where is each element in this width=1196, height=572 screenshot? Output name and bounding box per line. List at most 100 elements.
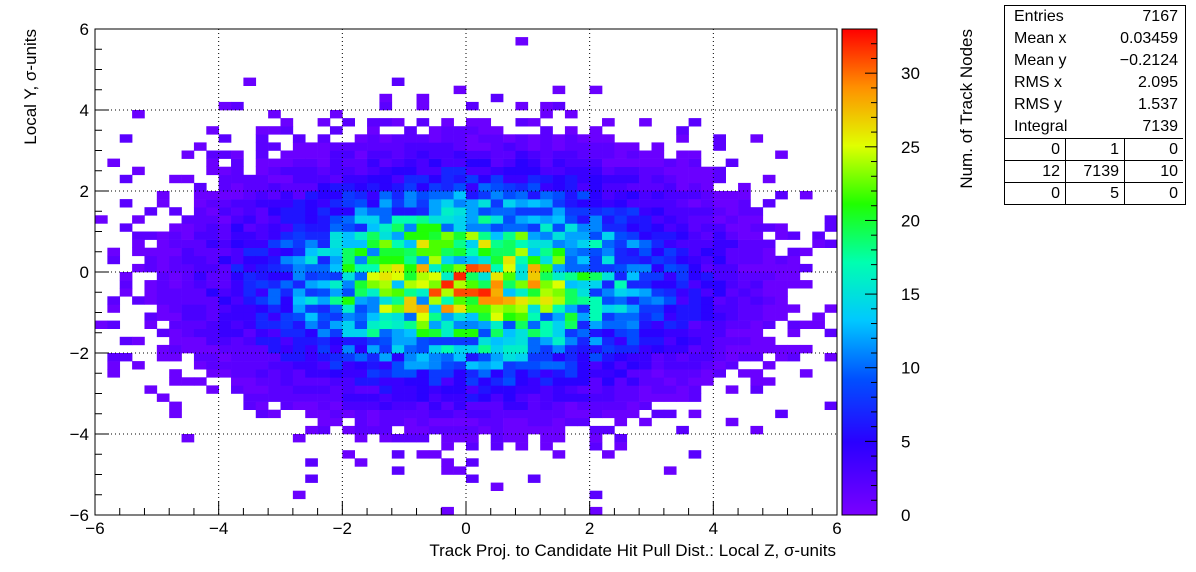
heatmap-cell [799,280,813,289]
heatmap-cell [824,401,838,410]
heatmap-cell [391,182,405,192]
heatmap-cell [540,142,553,151]
heatmap-cell [725,280,739,289]
heatmap-cell [515,377,529,386]
heatmap-cell [589,272,603,281]
heatmap-cell [292,255,306,265]
heatmap-cell [552,255,566,265]
heatmap-cell [750,328,764,338]
heatmap-cell [391,134,405,143]
heatmap-cell [243,296,257,305]
heatmap-cell [169,304,182,313]
heatmap-cell [527,280,541,289]
heatmap-cell [317,385,331,394]
heatmap-cell [602,320,615,329]
heatmap-cell [750,263,764,273]
heatmap-cell [663,328,677,338]
heatmap-cell [564,239,578,248]
heatmap-cell [651,174,665,184]
heatmap-cell [639,118,652,127]
heatmap-cell [441,434,454,443]
heatmap-cell [626,255,640,265]
heatmap-cell [713,174,726,184]
heatmap-cell [527,223,541,232]
heatmap-cell [676,126,689,135]
heatmap-cell [515,280,529,289]
heatmap-cell [292,247,306,257]
heatmap-cell [552,377,566,386]
heatmap-cell [305,458,318,467]
heatmap-cell [602,182,615,192]
heatmap-cell [292,344,306,354]
heatmap-cell [738,247,751,257]
heatmap-cell [540,191,553,200]
heatmap-cell [787,255,801,265]
heatmap-cell [367,215,380,224]
heatmap-cell [515,239,529,248]
heatmap-cell [206,191,219,200]
heatmap-cell [132,247,145,257]
heatmap-cell [564,255,578,265]
heatmap-cell [589,336,603,346]
heatmap-cell [144,255,158,265]
heatmap-cell [478,320,492,329]
heatmap-cell [144,231,158,240]
heatmap-cell [503,280,516,289]
heatmap-cell [169,255,182,265]
heatmap-cell [317,174,331,184]
heatmap-cell [564,361,578,370]
heatmap-cell [589,142,603,151]
heatmap-cell [688,272,702,281]
heatmap-cell [602,191,615,200]
heatmap-cell [651,320,665,329]
heatmap-cell [577,215,590,224]
heatmap-cell [441,255,454,265]
color-scale-label: Num. of Track Nodes [957,29,976,189]
heatmap-cell [317,158,331,167]
heatmap-cell [107,247,121,257]
heatmap-cell [169,328,182,338]
heatmap-cell [305,353,318,362]
heatmap-cell [428,312,442,321]
heatmap-cell [614,377,628,386]
heatmap-cell [391,231,405,240]
heatmap-cell [218,174,232,184]
heatmap-cell [602,450,615,459]
heatmap-cell [292,296,306,305]
heatmap-cell [391,223,405,232]
heatmap-cell [639,393,652,402]
heatmap-cell [602,361,615,370]
heatmap-cell [218,263,232,273]
heatmap-cell [329,377,343,386]
heatmap-cell [527,425,541,435]
heatmap-cell [602,118,615,127]
heatmap-cell [354,215,368,224]
heatmap-cell [119,353,133,362]
heatmap-cell [564,191,578,200]
heatmap-cell [602,150,615,159]
heatmap-cell [639,263,652,273]
heatmap-cell [416,207,430,216]
heatmap-cell [676,336,689,346]
heatmap-cell [564,320,578,329]
heatmap-cell [144,263,158,273]
heatmap-cell [515,118,529,127]
heatmap-cell [490,272,504,281]
heatmap-cell [552,434,566,443]
heatmap-cell [639,191,652,200]
heatmap-cell [243,247,257,257]
heatmap-cell [193,304,207,313]
heatmap-cell [503,239,516,248]
heatmap-cell [676,191,689,200]
heatmap-cell [540,377,553,386]
heatmap-cell [552,450,566,459]
heatmap-cell [651,336,665,346]
heatmap-cell [626,377,640,386]
heatmap-cell [614,288,628,297]
heatmap-cell [639,312,652,321]
heatmap-cell [577,296,590,305]
heatmap-cell [750,215,764,224]
heatmap-cell [231,263,244,273]
heatmap-cell [280,385,294,394]
heatmap-cell [602,134,615,143]
